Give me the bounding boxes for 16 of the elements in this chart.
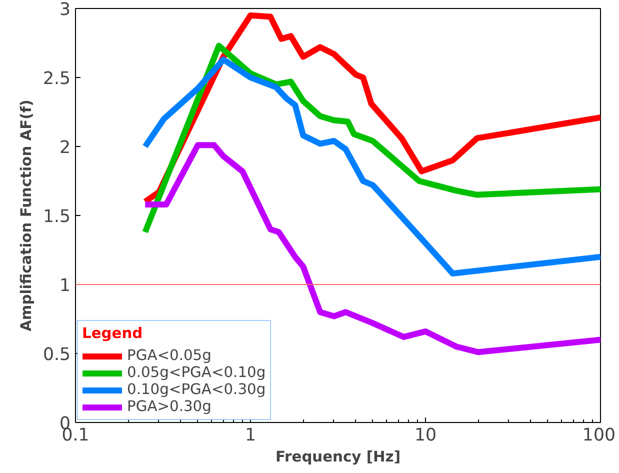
y-axis-title: Amplification Function AF(f)	[18, 100, 35, 332]
y-tick-label: 1	[59, 276, 71, 296]
legend-label: PGA<0.05g	[127, 347, 212, 364]
x-tick-label: 100	[582, 426, 616, 446]
x-axis-title: Frequency [Hz]	[275, 448, 401, 466]
legend-label: PGA>0.30g	[127, 398, 212, 415]
y-tick-label: 1.5	[42, 207, 71, 227]
y-tick-label: 3	[59, 0, 71, 20]
legend-title: Legend	[82, 325, 144, 342]
y-tick-label: 2	[59, 138, 71, 158]
x-tick-label: 1	[244, 426, 256, 446]
x-tick-label: 10	[414, 426, 437, 446]
legend-label: 0.10g<PGA<0.30g	[127, 381, 266, 398]
legend-label: 0.05g<PGA<0.10g	[127, 364, 266, 381]
y-tick-label: 2.5	[42, 69, 71, 89]
y-tick-label: 0.5	[42, 345, 71, 365]
